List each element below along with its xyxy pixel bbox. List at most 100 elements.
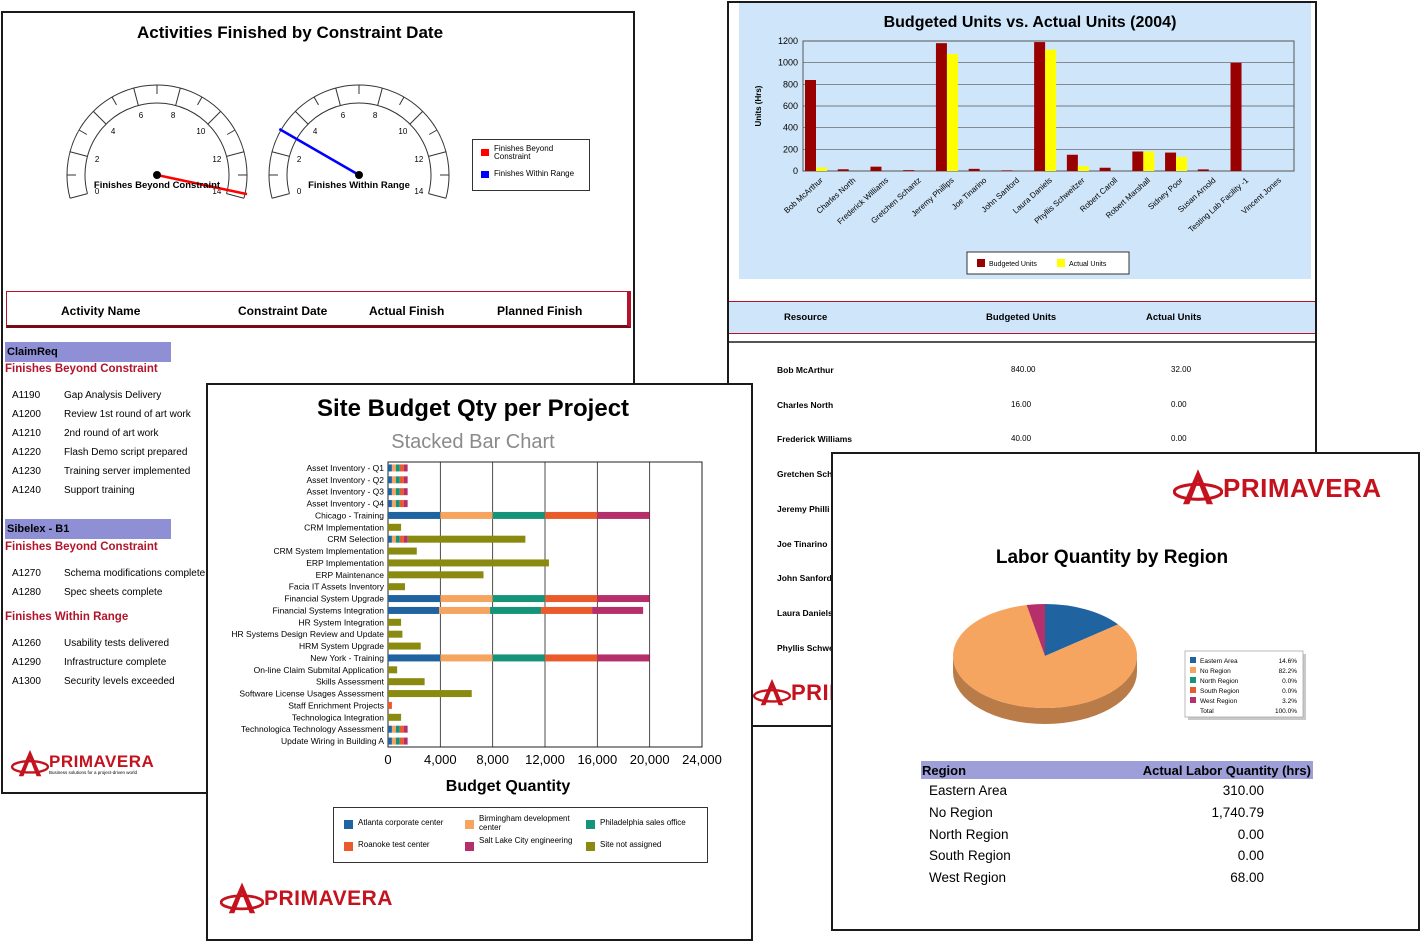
logo-tagline: Business solutions for a project-driven … xyxy=(49,770,138,775)
gauge-tick-label: 6 xyxy=(341,111,346,120)
units-legend: Budgeted Units Actual Units xyxy=(966,251,1130,275)
stack-segment xyxy=(391,476,396,484)
header-planned-finish: Planned Finish xyxy=(497,304,583,318)
pie-legend-swatch xyxy=(1190,697,1196,703)
stack-segment xyxy=(391,464,396,472)
gauge-tick-label: 14 xyxy=(212,187,221,196)
stack-segment xyxy=(388,654,441,662)
bar-budgeted xyxy=(1001,170,1013,171)
resource-name: Bob McArthur xyxy=(777,365,834,375)
stack-segment xyxy=(399,500,404,508)
primavera-logo: PRIMAVERA xyxy=(220,880,393,918)
project-label: ERP Implementation xyxy=(306,558,384,568)
stack-segment xyxy=(395,476,400,484)
gauge-tick xyxy=(428,151,447,157)
gauge-tick-label: 14 xyxy=(414,187,423,196)
stack-segment xyxy=(399,725,404,733)
gauge-tick xyxy=(78,129,88,135)
gauge-tick-label: 12 xyxy=(414,155,423,164)
resource-name: Phyllis Schwe xyxy=(777,643,834,653)
activity-name: 2nd round of art work xyxy=(64,428,159,439)
resource-name: Frederick Williams xyxy=(777,434,853,444)
y-tick-label: 200 xyxy=(783,144,798,154)
budgeted-value: 40.00 xyxy=(1011,434,1032,443)
activity-name: Usability tests delivered xyxy=(64,638,170,649)
pie-legend-total-label: Total xyxy=(1200,708,1214,715)
bar-budgeted xyxy=(935,43,947,171)
stack-segment xyxy=(388,559,549,567)
x-tick-label: 4,000 xyxy=(424,752,457,767)
activity-id: A1230 xyxy=(12,466,41,477)
y-tick-label: 800 xyxy=(783,79,798,89)
legend-label: Roanoke test center xyxy=(358,840,430,849)
resource-name: Jeremy Philli xyxy=(777,504,830,514)
activity-id: A1270 xyxy=(12,568,41,579)
legend-swatch xyxy=(586,842,595,851)
primavera-logo: PRIMAVERA Business solutions for a proje… xyxy=(11,748,154,780)
legend-label: Philadelphia sales office xyxy=(600,818,686,827)
project-label: Asset Inventory - Q2 xyxy=(307,475,385,485)
site-legend: Atlanta corporate center Birmingham devel… xyxy=(333,807,708,863)
bar-budgeted xyxy=(903,170,915,171)
x-tick-label: 0 xyxy=(384,752,391,767)
x-tick-label: 12,000 xyxy=(525,752,565,767)
pie-legend-total-value: 100.0% xyxy=(1275,708,1297,715)
gauge-tick xyxy=(335,87,341,106)
bar-budgeted xyxy=(1034,42,1046,172)
gauge-tick xyxy=(428,193,447,199)
activity-name: Flash Demo script prepared xyxy=(64,447,188,458)
legend-label: Actual Units xyxy=(1069,261,1107,268)
project-label: On-line Claim Submital Application xyxy=(254,665,385,675)
pie-legend-label: Eastern Area xyxy=(1200,658,1238,665)
y-tick-label: 0 xyxy=(793,166,798,176)
pie-legend-value: 3.2% xyxy=(1282,698,1297,705)
stack-segment xyxy=(545,511,598,519)
activity-name: Gap Analysis Delivery xyxy=(64,390,162,401)
stack-segment xyxy=(388,678,425,686)
pie-chart-title: Labor Quantity by Region xyxy=(995,547,1229,568)
stack-segment xyxy=(440,511,493,519)
bar-budgeted xyxy=(1132,151,1144,171)
site-budget-title: Site Budget Qty per Project xyxy=(316,395,630,422)
units-chart-title: Budgeted Units vs. Actual Units (2004) xyxy=(884,14,1177,31)
gauge-tick-label: 2 xyxy=(297,155,302,164)
stack-segment xyxy=(597,595,650,603)
header-budgeted-units: Budgeted Units xyxy=(986,312,1057,323)
gauge-tick xyxy=(295,111,309,125)
bar-budgeted xyxy=(1230,62,1242,171)
pie-legend-swatch xyxy=(1190,667,1196,673)
section-beyond-constraint: Finishes Beyond Constraint xyxy=(5,541,158,553)
legend-label: Birmingham development center xyxy=(479,814,570,832)
resource-table-header: Resource Budgeted Units Actual Units xyxy=(729,301,1315,334)
bar-budgeted xyxy=(968,168,980,171)
site-budget-panel: Site Budget Qty per Project Stacked Bar … xyxy=(206,383,753,941)
pie-slice xyxy=(1026,604,1045,656)
gauge-tick-label: 0 xyxy=(297,187,302,196)
resource-name: Charles North xyxy=(777,400,834,410)
gauge-tick-label: 10 xyxy=(196,127,205,136)
pie-legend-box xyxy=(1184,650,1304,718)
pie-legend-label: No Region xyxy=(1200,668,1231,675)
project-label: Skills Assessment xyxy=(316,677,385,687)
gauge-tick xyxy=(93,111,107,125)
units-legend-box xyxy=(966,251,1130,275)
y-tick-label: 1200 xyxy=(778,36,798,46)
primavera-logo-icon xyxy=(220,882,264,914)
gauge-needle xyxy=(156,173,248,196)
stack-segment xyxy=(388,511,441,519)
gauge-outer-arc xyxy=(66,84,248,199)
activity-name: Spec sheets complete xyxy=(64,587,163,598)
gauge-needle xyxy=(278,127,360,177)
x-tick-label: 16,000 xyxy=(577,752,617,767)
logo-wordmark: PRIMAVERA xyxy=(49,752,155,771)
pie-legend-label: North Region xyxy=(1200,678,1239,685)
activity-name: Support training xyxy=(64,485,135,496)
actual-value: 0.00 xyxy=(1171,400,1187,409)
stack-segment xyxy=(388,618,402,626)
legend-swatch xyxy=(1057,259,1065,267)
legend-swatch xyxy=(977,259,985,267)
gauge-tick xyxy=(226,129,236,135)
header-activity-name: Activity Name xyxy=(61,304,141,318)
stack-segment xyxy=(492,654,545,662)
activity-name: Infrastructure complete xyxy=(64,657,167,668)
